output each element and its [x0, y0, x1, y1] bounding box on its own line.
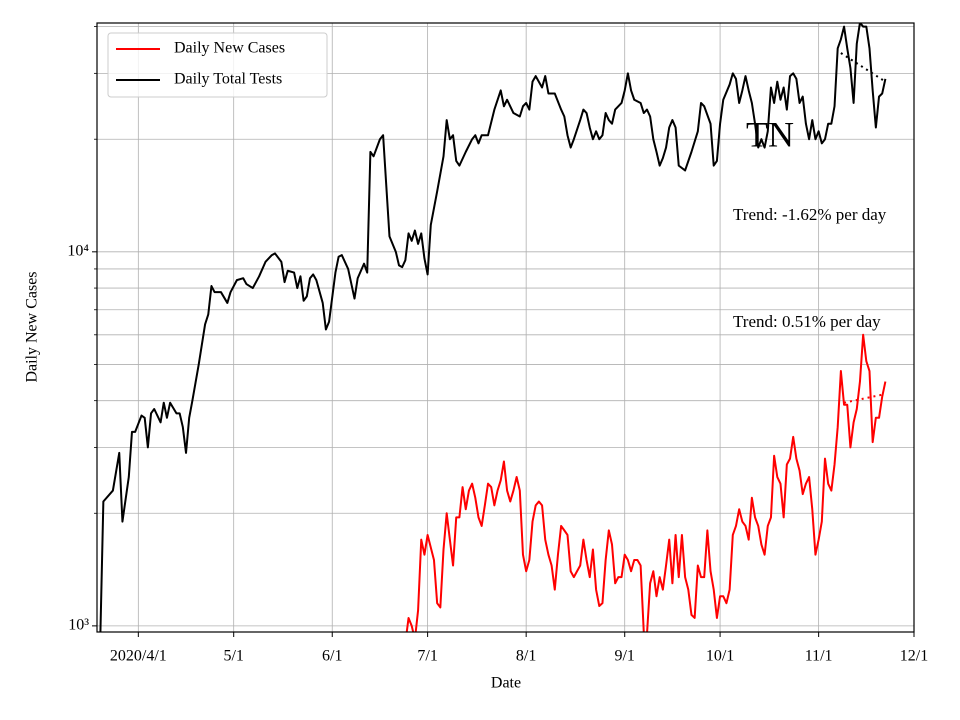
trend-line [843, 393, 883, 404]
y-axis-label: Daily New Cases [24, 271, 41, 382]
x-tick-label: 12/1 [900, 648, 928, 665]
legend-label: Daily New Cases [174, 40, 285, 57]
series-line [99, 23, 887, 632]
annotations: TN Trend: -1.62% per day Trend: 0.51% per … [733, 114, 887, 331]
ticks: 2020/4/1 5/1 6/1 7/1 8/1 9/1 10/1 11/1 12/1 10³ 10… [67, 26, 928, 665]
x-tick-label: 7/1 [417, 648, 437, 665]
legend: Daily New Cases Daily Total Tests [107, 32, 328, 98]
x-tick-label: 11/1 [805, 648, 833, 665]
x-tick-label: 9/1 [614, 648, 634, 665]
x-tick-label: 2020/4/1 [110, 648, 167, 665]
x-tick-label: 5/1 [223, 648, 243, 665]
grid [97, 23, 915, 632]
legend-box [107, 32, 328, 98]
plot-area [99, 23, 887, 632]
annotation: Trend: 0.51% per day [733, 312, 881, 331]
legend-label: Daily Total Tests [174, 71, 282, 88]
x-tick-label: 10/1 [706, 648, 734, 665]
annotation: TN [746, 114, 794, 154]
annotation: Trend: -1.62% per day [733, 205, 887, 224]
y-tick-label: 10³ [68, 617, 89, 634]
y-tick-label: 10⁴ [67, 242, 89, 259]
series-line [405, 333, 887, 632]
x-tick-label: 8/1 [516, 648, 536, 665]
x-tick-label: 6/1 [322, 648, 342, 665]
axes-frame [96, 22, 915, 633]
x-axis-label: Date [491, 675, 521, 692]
